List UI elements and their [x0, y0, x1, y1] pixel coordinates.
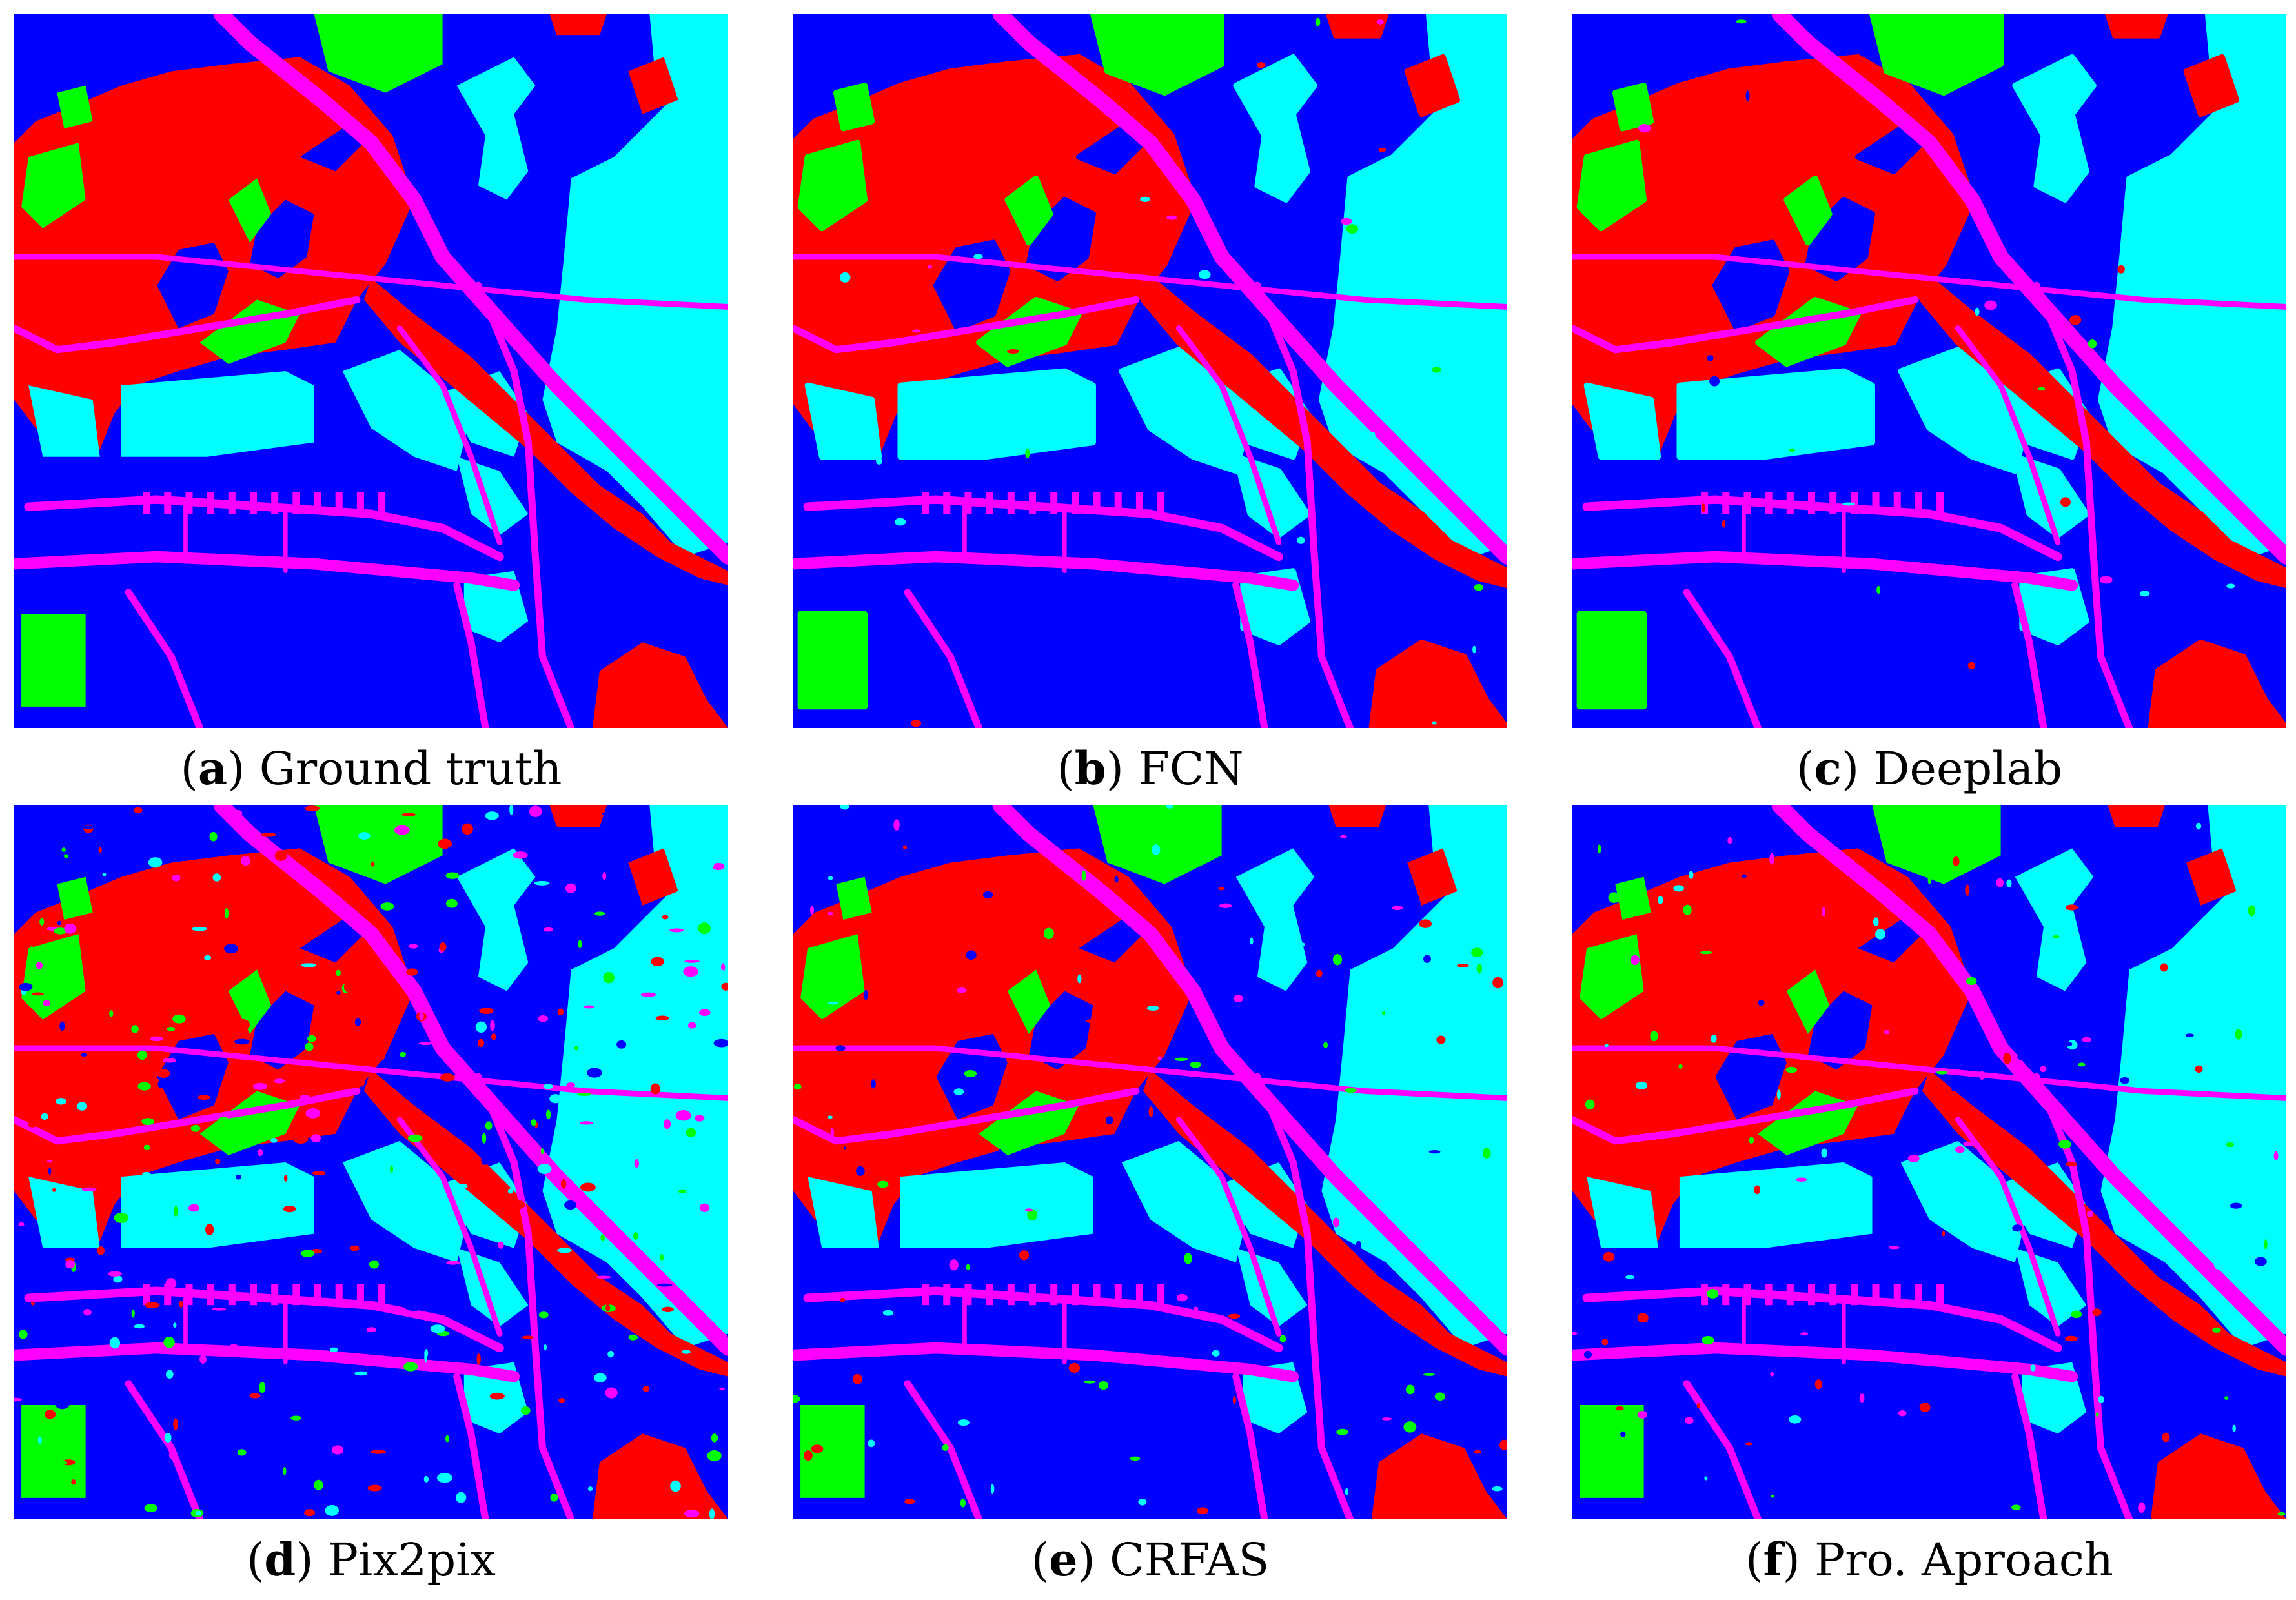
segmentation-map-ground-truth: [14, 14, 728, 728]
caption-letter: b: [1074, 742, 1106, 795]
caption-letter: f: [1763, 1533, 1783, 1586]
panel-d: (d) Pix2pix: [14, 805, 728, 1586]
caption-label: Deeplab: [1873, 742, 2063, 795]
caption-d: (d) Pix2pix: [246, 1533, 496, 1586]
caption-e: (e) CRFAS: [1031, 1533, 1270, 1586]
caption-letter: d: [264, 1533, 296, 1586]
caption-letter: c: [1814, 742, 1842, 795]
segmentation-map-proposed-approach: [1572, 805, 2286, 1519]
caption-label: CRFAS: [1110, 1534, 1270, 1586]
panel-b: (b) FCN: [793, 14, 1507, 795]
panel-e: (e) CRFAS: [793, 805, 1507, 1586]
segmentation-map-crfas: [793, 805, 1507, 1519]
caption-label: FCN: [1138, 742, 1244, 795]
caption-label: Pix2pix: [327, 1534, 496, 1586]
caption-a: (a) Ground truth: [180, 742, 562, 795]
panel-c: (c) Deeplab: [1572, 14, 2286, 795]
caption-letter: a: [198, 742, 228, 795]
caption-b: (b) FCN: [1057, 742, 1244, 795]
caption-letter: e: [1048, 1533, 1078, 1586]
caption-c: (c) Deeplab: [1796, 742, 2063, 795]
panel-a: (a) Ground truth: [14, 14, 728, 795]
segmentation-map-fcn: [793, 14, 1507, 728]
segmentation-map-deeplab: [1572, 14, 2286, 728]
panel-f: (f) Pro. Aproach: [1572, 805, 2286, 1586]
caption-f: (f) Pro. Aproach: [1745, 1533, 2113, 1586]
caption-label: Pro. Aproach: [1814, 1534, 2113, 1586]
caption-label: Ground truth: [259, 742, 562, 795]
segmentation-map-pix2pix: [14, 805, 728, 1519]
